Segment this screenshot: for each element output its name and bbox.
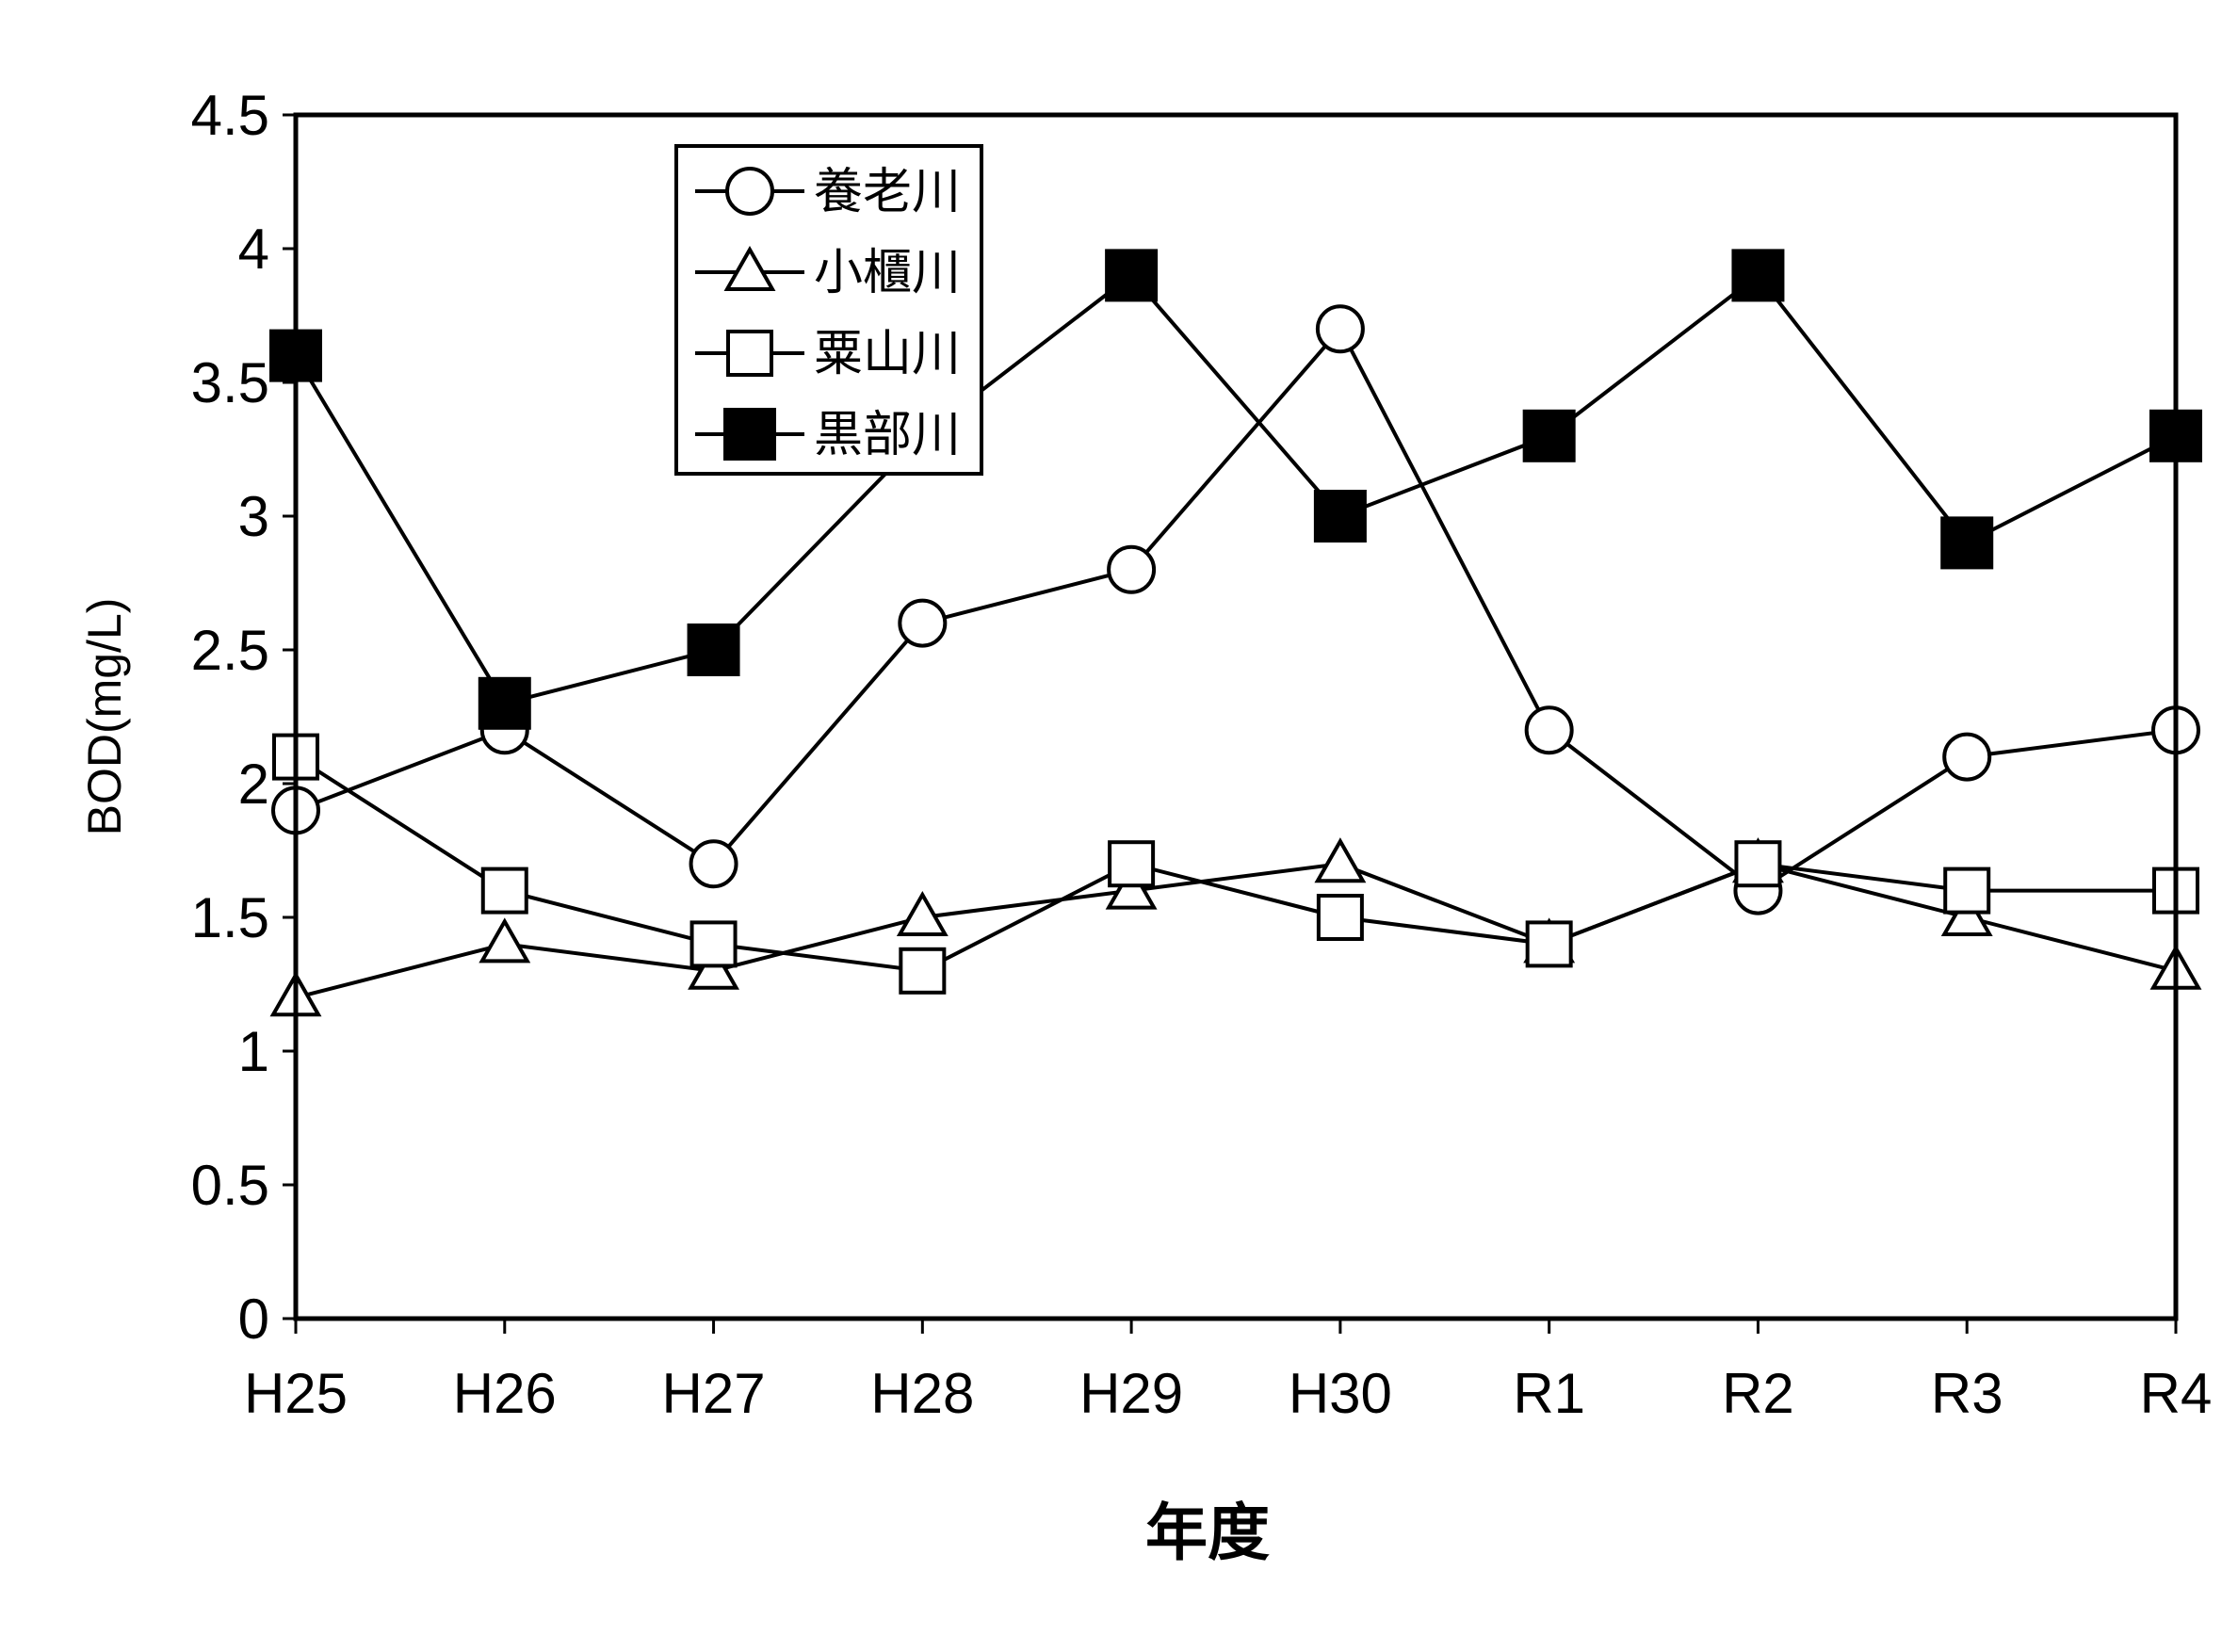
series-line-3 xyxy=(294,754,2176,973)
data-point-series-1 xyxy=(898,598,948,648)
y-tick-label: 2 xyxy=(238,753,269,816)
data-point-series-3 xyxy=(1316,894,1364,941)
legend-label: 黒部川 xyxy=(814,408,961,462)
x-tick-label: H25 xyxy=(244,1362,348,1425)
y-tick-label: 4.5 xyxy=(191,84,269,147)
legend-marker xyxy=(725,167,774,216)
data-point-series-3 xyxy=(1108,840,1156,888)
data-point-series-2 xyxy=(688,944,740,990)
series-line-1 xyxy=(295,325,2177,894)
x-tick-label: H26 xyxy=(453,1362,557,1425)
legend-marker xyxy=(723,245,776,291)
x-tick-label: R2 xyxy=(1722,1362,1794,1425)
series-line-2 xyxy=(295,862,2177,1000)
y-tick-label: 1.5 xyxy=(191,886,269,949)
data-point-series-4 xyxy=(1313,490,1367,543)
x-tick-label: H29 xyxy=(1079,1362,1183,1425)
data-point-series-1 xyxy=(1942,732,1992,782)
data-point-series-2 xyxy=(1314,837,1367,883)
x-tick-label: R3 xyxy=(1931,1362,2003,1425)
x-tick-label: H27 xyxy=(662,1362,766,1425)
data-point-series-4 xyxy=(687,624,740,676)
data-point-series-1 xyxy=(1107,544,1157,594)
data-point-series-4 xyxy=(1731,249,1785,302)
legend-label: 養老川 xyxy=(814,165,961,219)
data-point-series-1 xyxy=(689,839,738,889)
legend-marker xyxy=(726,330,773,377)
plot-area-frame xyxy=(293,112,2179,1321)
y-tick-label: 2.5 xyxy=(191,619,269,682)
data-point-series-1 xyxy=(1315,304,1365,354)
data-point-series-1 xyxy=(1524,705,1574,755)
y-tick-label: 4 xyxy=(238,218,269,281)
x-tick-label: R1 xyxy=(1513,1362,1585,1425)
data-point-series-2 xyxy=(478,917,531,964)
legend-label: 粟山川 xyxy=(814,327,961,381)
data-point-series-4 xyxy=(1105,249,1159,302)
data-point-series-3 xyxy=(899,947,947,995)
data-point-series-4 xyxy=(478,676,531,730)
y-tick-label: 0.5 xyxy=(191,1154,269,1217)
legend-label: 小櫃川 xyxy=(814,246,961,300)
data-point-series-3 xyxy=(689,920,738,968)
legend-marker xyxy=(723,408,776,461)
y-tick-label: 3 xyxy=(238,485,269,548)
y-tick-label: 0 xyxy=(238,1288,269,1351)
data-point-series-3 xyxy=(1943,866,1991,915)
y-tick-label: 3.5 xyxy=(191,351,269,414)
y-tick-label: 1 xyxy=(238,1020,269,1083)
data-point-series-3 xyxy=(1734,840,1782,888)
x-tick-label: H28 xyxy=(870,1362,974,1425)
series-line-4 xyxy=(294,272,2177,706)
x-tick-label: R4 xyxy=(2140,1362,2213,1425)
x-axis-title: 年度 xyxy=(1145,1498,1270,1567)
data-point-series-3 xyxy=(480,866,528,915)
data-point-series-2 xyxy=(1940,890,1993,936)
x-tick-label: H30 xyxy=(1289,1362,1392,1425)
data-point-series-2 xyxy=(896,890,949,936)
data-point-series-4 xyxy=(1940,516,1994,570)
data-point-series-3 xyxy=(1525,920,1573,968)
data-point-series-4 xyxy=(1522,409,1576,462)
data-point-series-2 xyxy=(1105,864,1158,910)
y-axis-title: BOD(mg/L) xyxy=(78,598,131,836)
